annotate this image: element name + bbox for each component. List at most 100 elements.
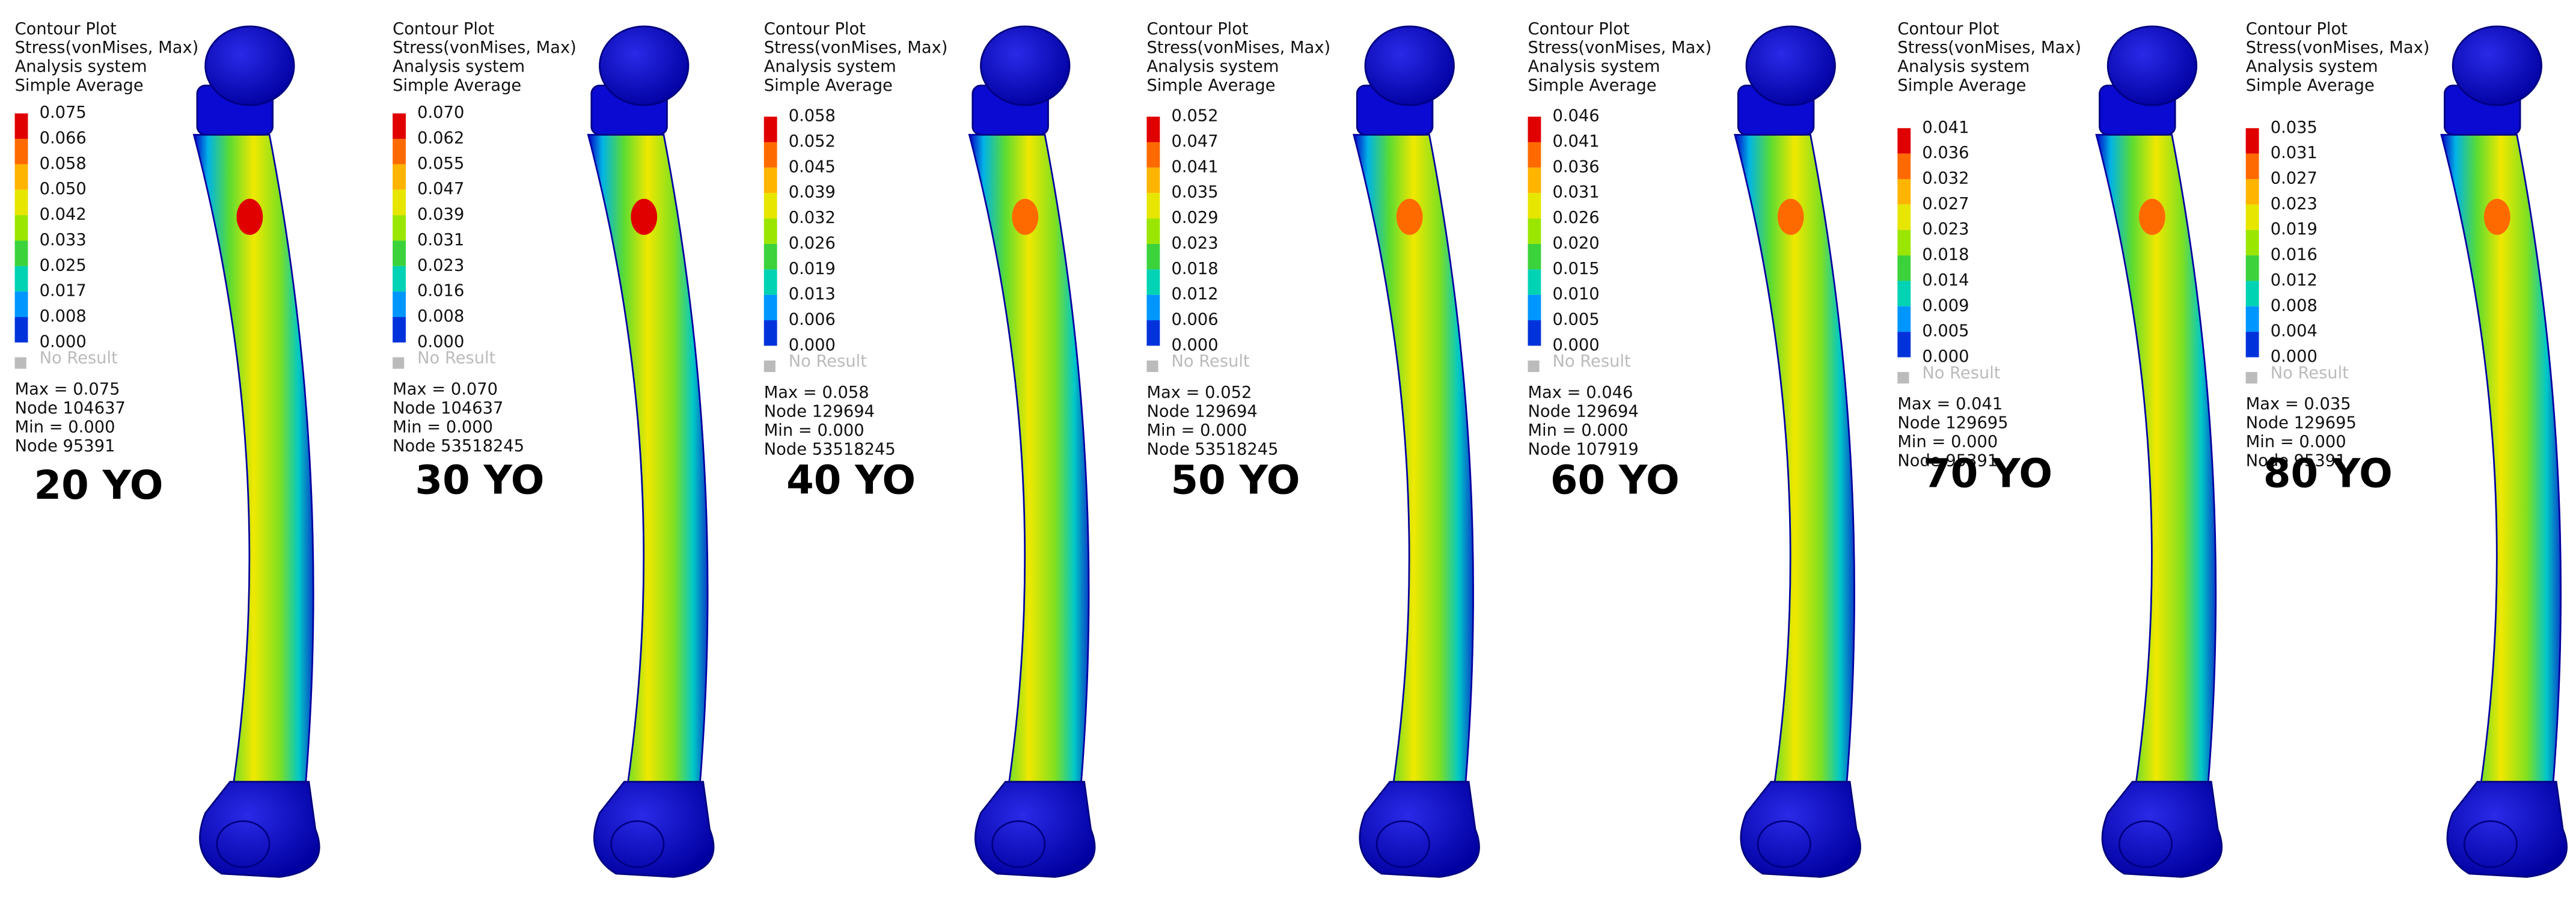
legend-swatch <box>763 142 777 168</box>
legend-swatch <box>1897 204 1911 230</box>
no-result-label: No Result <box>2271 364 2349 382</box>
stat-line: Max = 0.075 <box>15 380 120 399</box>
legend-value: 0.042 <box>40 206 87 224</box>
legend-title: Contour Plot <box>1146 20 1249 38</box>
stat-line: Max = 0.035 <box>2246 395 2351 413</box>
legend-swatch <box>1528 218 1541 244</box>
legend-value: 0.009 <box>1922 296 1969 315</box>
legend-value: 0.041 <box>1922 118 1969 137</box>
no-result-label: No Result <box>417 349 496 368</box>
legend-title: Stress(vonMises, Max) <box>393 38 577 57</box>
legend-value: 0.035 <box>1171 183 1218 202</box>
legend-title: Simple Average <box>764 76 893 95</box>
bone-hotspot <box>236 198 263 235</box>
stat-line: Node 53518245 <box>1146 440 1278 459</box>
legend-swatch <box>14 215 28 241</box>
legend-value: 0.023 <box>1922 220 1969 239</box>
legend-swatch <box>393 317 406 343</box>
legend-swatch <box>1528 320 1541 346</box>
legend-swatch <box>1528 167 1541 193</box>
stat-line: Max = 0.046 <box>1528 383 1633 402</box>
legend-value: 0.004 <box>2271 322 2317 341</box>
no-result-label: No Result <box>1171 352 1250 371</box>
legend-swatch <box>393 139 406 165</box>
bone-hotspot <box>1396 198 1423 235</box>
legend-value: 0.032 <box>789 209 836 227</box>
legend-swatch <box>1146 243 1160 270</box>
legend-value: 0.025 <box>40 256 87 275</box>
legend-swatch <box>2245 255 2259 281</box>
legend-swatch <box>1897 332 1911 358</box>
legend-value: 0.029 <box>1171 209 1218 227</box>
legend-value: 0.016 <box>417 282 464 300</box>
legend-value: 0.018 <box>1171 260 1218 278</box>
legend-swatch <box>393 189 406 216</box>
legend-value: 0.046 <box>1552 107 1599 126</box>
age-label: 70 YO <box>1923 451 2052 497</box>
age-label: 30 YO <box>415 458 544 504</box>
legend-title: Simple Average <box>1146 76 1275 95</box>
legend-title: Analysis system <box>1897 58 2030 76</box>
legend-swatch <box>393 113 406 139</box>
bone-condyle <box>593 781 715 878</box>
stat-line: Node 95391 <box>2246 452 2346 471</box>
legend-swatch <box>1146 269 1160 295</box>
legend-value: 0.008 <box>2271 296 2317 315</box>
legend-swatch <box>1146 142 1160 168</box>
legend-title: Contour Plot <box>15 20 117 38</box>
legend-value: 0.020 <box>1552 234 1599 252</box>
legend-swatch <box>14 113 28 139</box>
no-result-swatch <box>763 360 776 373</box>
bone-condyle-lobe <box>2463 820 2518 868</box>
legend-swatch <box>1528 294 1541 321</box>
legend-value: 0.070 <box>417 103 464 122</box>
legend-value: 0.058 <box>789 107 836 126</box>
legend-swatch <box>393 266 406 292</box>
legend-swatch <box>1146 117 1160 142</box>
bone-condyle <box>199 781 320 878</box>
legend-value: 0.035 <box>2271 118 2317 137</box>
legend-value: 0.027 <box>2271 169 2317 187</box>
legend-value: 0.023 <box>1171 234 1218 252</box>
bone-hotspot <box>1777 198 1804 235</box>
stat-line: Min = 0.000 <box>15 418 115 437</box>
legend-value: 0.050 <box>40 180 87 198</box>
stat-line: Node 53518245 <box>764 440 896 459</box>
legend-value: 0.036 <box>1922 144 1969 162</box>
bone-head <box>1745 25 1836 106</box>
legend-value: 0.026 <box>789 234 836 252</box>
legend-swatch <box>2245 204 2259 230</box>
stat-line: Min = 0.000 <box>764 421 864 440</box>
legend-title: Simple Average <box>393 76 521 95</box>
legend-value: 0.013 <box>789 285 836 303</box>
stat-line: Node 129694 <box>1146 403 1257 421</box>
legend-swatch <box>2245 128 2259 154</box>
legend-swatch <box>1146 320 1160 346</box>
legend-title: Stress(vonMises, Max) <box>15 38 199 57</box>
no-result-swatch <box>1528 360 1540 373</box>
bone-head <box>2106 25 2198 106</box>
legend-value: 0.039 <box>789 183 836 202</box>
legend-swatch <box>393 240 406 266</box>
bone-hotspot <box>1012 198 1039 235</box>
legend-title: Stress(vonMises, Max) <box>1528 38 1712 57</box>
legend-swatch <box>1897 255 1911 281</box>
stat-line: Node 53518245 <box>393 437 524 456</box>
legend-swatch <box>763 117 777 142</box>
legend-swatch <box>1528 193 1541 219</box>
legend-title: Simple Average <box>15 76 144 95</box>
stat-line: Max = 0.070 <box>393 380 498 399</box>
legend-value: 0.039 <box>417 206 464 224</box>
legend-value: 0.075 <box>40 103 87 122</box>
no-result-swatch <box>1146 360 1158 373</box>
legend-swatch <box>14 291 28 317</box>
legend-swatch <box>2245 178 2259 205</box>
stat-line: Node 104637 <box>393 399 503 418</box>
legend-value: 0.008 <box>417 307 464 326</box>
legend-value: 0.016 <box>2271 246 2317 264</box>
